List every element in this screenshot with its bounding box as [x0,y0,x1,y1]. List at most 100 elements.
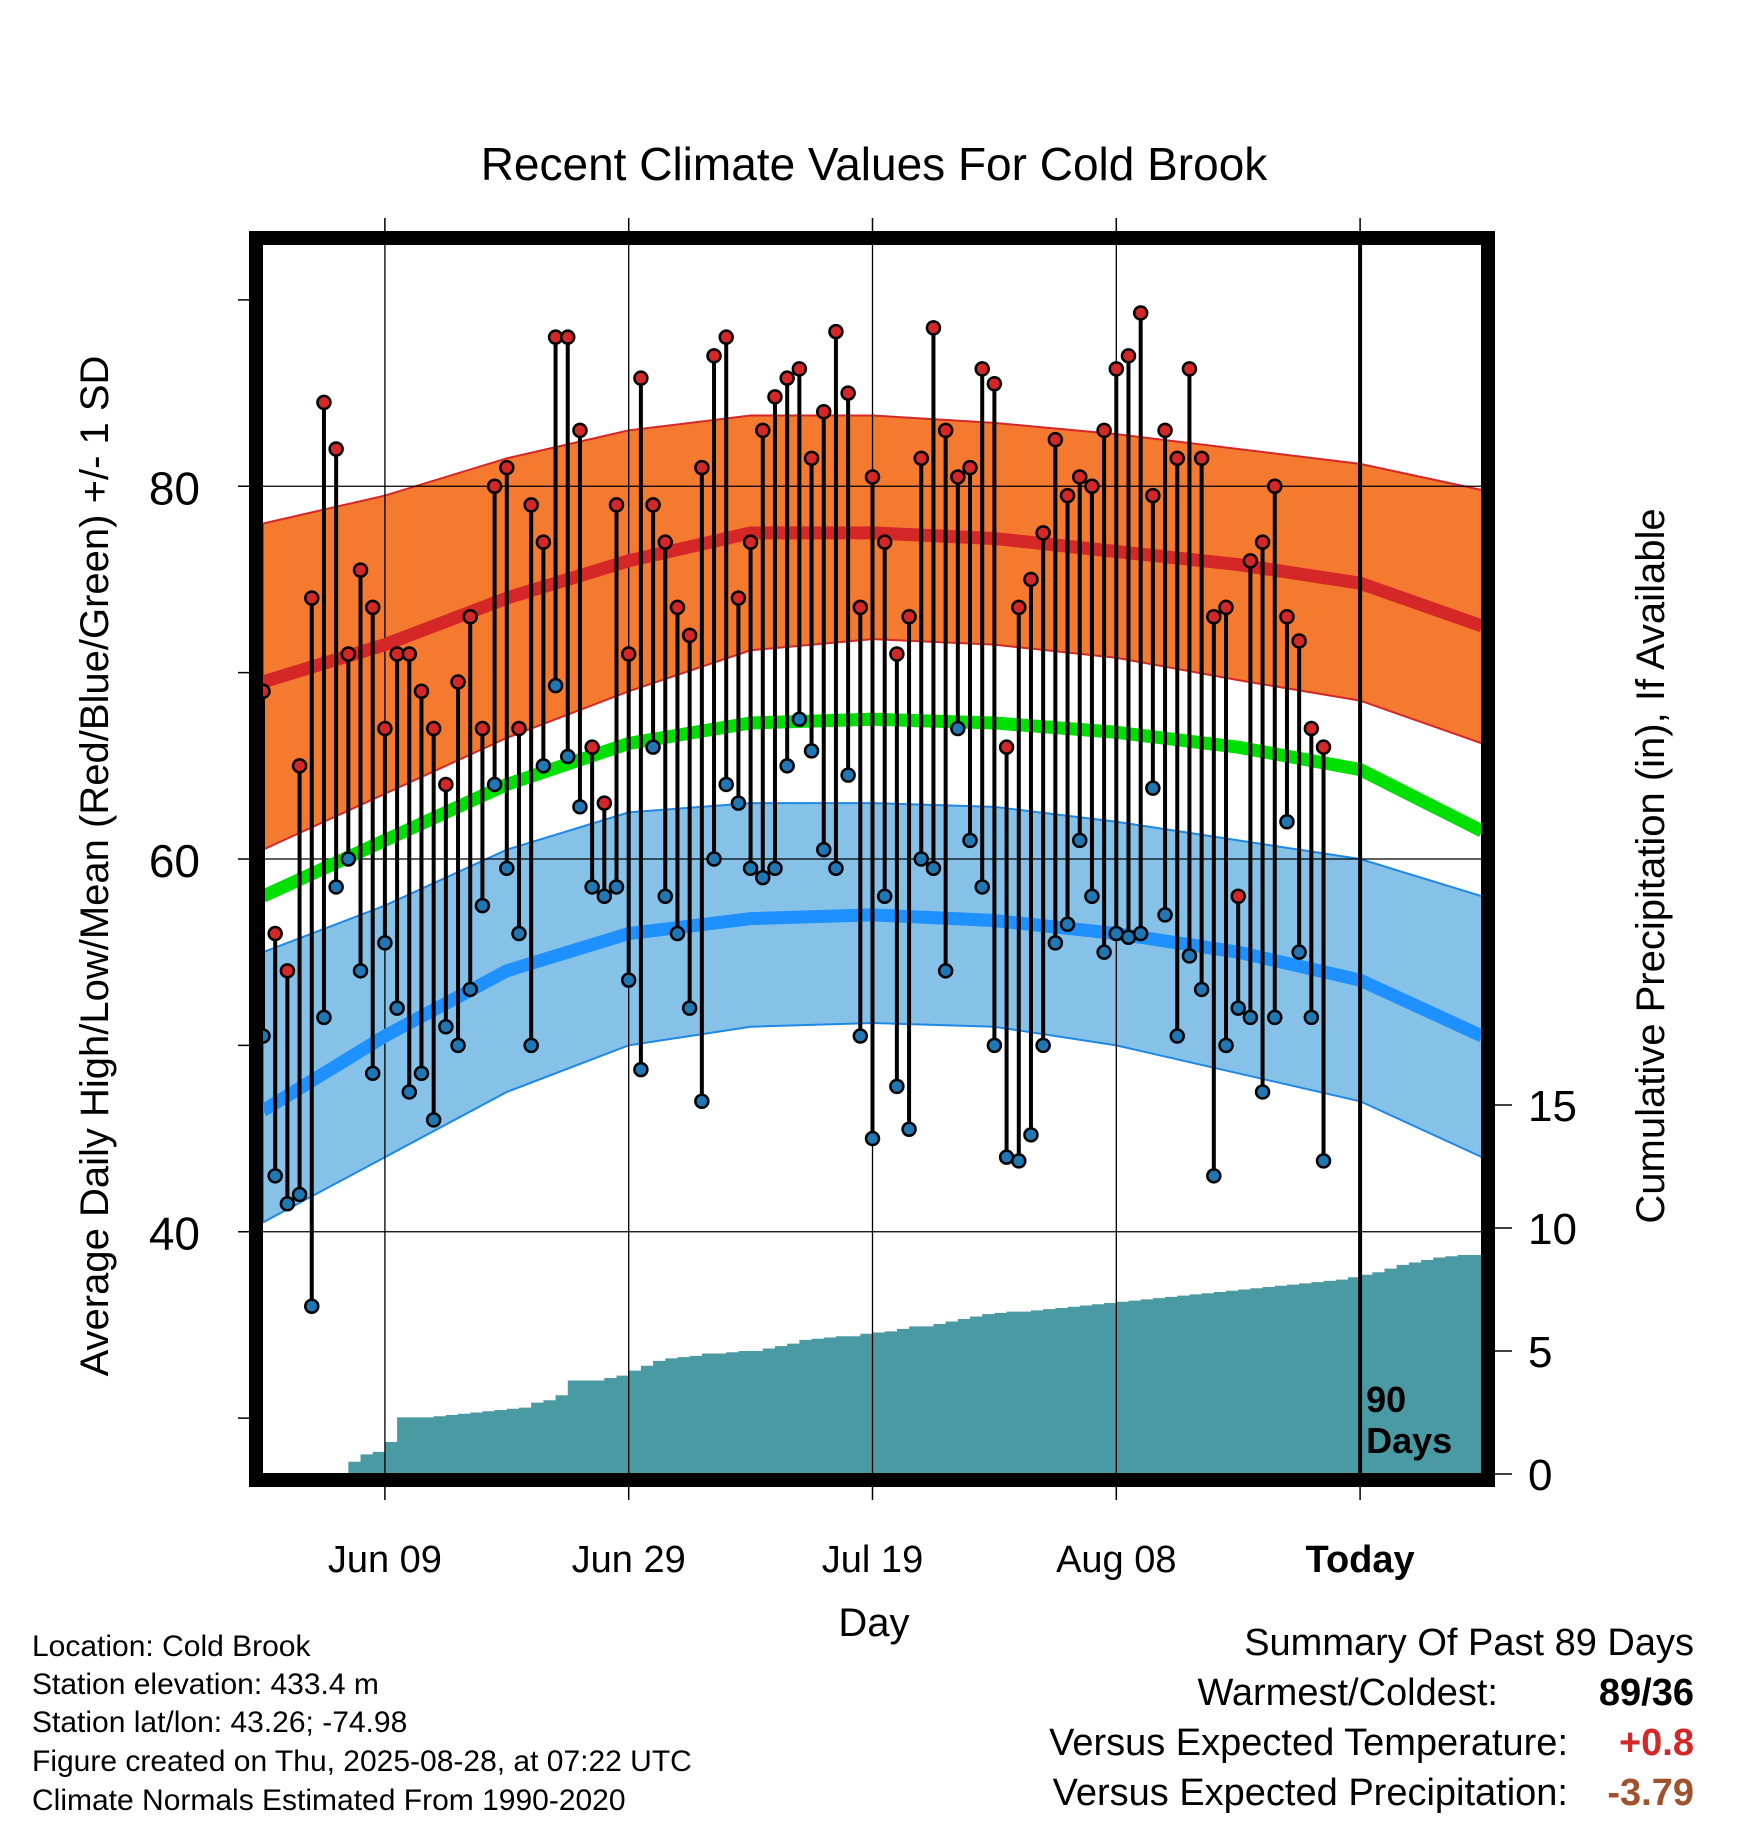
low-point [1303,1009,1320,1026]
x-tick-label: Jun 29 [572,1539,686,1581]
y2-tick-label: 15 [1528,1082,1577,1131]
x-axis-label: Day [838,1601,909,1645]
window-label-days: Days [1366,1420,1452,1461]
high-point [1145,487,1161,504]
low-point [1193,981,1210,998]
summary-temp-value: +0.8 [1618,1722,1694,1764]
low-point [560,748,576,765]
high-point [779,370,795,386]
high-point [1315,739,1332,755]
high-point [730,590,747,606]
high-point [1023,571,1039,588]
low-point [1267,1009,1283,1026]
low-point [730,795,747,811]
high-point [828,323,844,340]
low-point [767,860,783,877]
low-point [425,1112,442,1128]
low-point [499,860,515,877]
high-point [1254,534,1271,550]
high-point [328,441,344,457]
low-point [511,925,527,942]
low-point [450,1037,466,1054]
low-point [694,1093,710,1110]
high-point [1084,478,1100,495]
high-point [474,720,491,737]
high-point [1291,633,1307,649]
high-point [937,422,954,439]
y2-tick-label: 0 [1528,1451,1552,1500]
low-point [584,879,600,895]
low-point [413,1065,430,1082]
low-point [950,720,966,737]
high-point [950,469,966,485]
y-tick-label: 60 [149,835,200,887]
info-created: Figure created on Thu, 2025-08-28, at 07… [32,1745,692,1778]
low-point [1084,888,1100,905]
low-point [840,767,856,783]
low-point [352,963,369,979]
low-point [742,860,759,877]
high-point [913,450,930,467]
x-tick-label: Jul 19 [822,1539,923,1581]
high-point [803,450,820,467]
high-point [462,608,478,625]
high-point [998,739,1015,755]
low-point [633,1061,649,1078]
high-point [1157,422,1173,439]
high-point [1206,608,1222,625]
low-point [364,1065,381,1082]
high-point [1218,599,1234,616]
low-point [864,1130,881,1147]
high-point [291,758,308,774]
low-point [401,1084,418,1100]
y-tick-label: 80 [149,462,200,514]
high-point [413,683,430,700]
low-point [962,832,978,849]
high-point [974,361,990,377]
y2-tick-label: 10 [1528,1205,1577,1254]
summary-precip-value: -3.79 [1607,1772,1694,1814]
y2-axis-label: Cumulative Precipitation (in), If Availa… [1629,508,1673,1223]
low-point [291,1186,308,1203]
low-point [852,1028,869,1044]
info-elevation: Station elevation: 433.4 m [32,1668,379,1701]
low-point [389,1000,405,1016]
low-point [1132,925,1149,942]
high-point [279,963,296,979]
high-point [755,422,771,439]
low-point [1169,1028,1185,1044]
high-point [681,627,698,644]
low-point [937,963,954,979]
low-point [1242,1009,1259,1026]
high-point [901,608,917,625]
low-point [876,888,893,905]
low-point [1059,916,1076,932]
low-point [328,879,344,895]
high-point [1096,422,1112,439]
high-point [1303,720,1320,737]
low-point [1254,1084,1271,1100]
low-point [596,888,613,905]
high-point [1169,450,1185,467]
high-point [864,469,881,485]
summary-title: Summary Of Past 89 Days [1244,1622,1694,1664]
low-point [815,841,832,858]
low-point [1145,780,1161,796]
low-point [791,711,808,727]
high-point [1011,599,1027,616]
low-point [803,743,820,759]
high-point [706,348,722,364]
low-point [779,758,795,774]
high-point [962,459,978,476]
summary-precip-label: Versus Expected Precipitation: [1052,1772,1568,1814]
low-point [279,1196,296,1212]
high-point [1279,608,1295,625]
low-point [974,879,990,895]
high-point [657,534,674,550]
x-tick-label: Aug 08 [1056,1539,1176,1581]
low-point [486,776,503,793]
high-point [694,459,710,476]
summary-warmest-value: 89/36 [1598,1672,1694,1714]
low-point [1071,832,1088,849]
